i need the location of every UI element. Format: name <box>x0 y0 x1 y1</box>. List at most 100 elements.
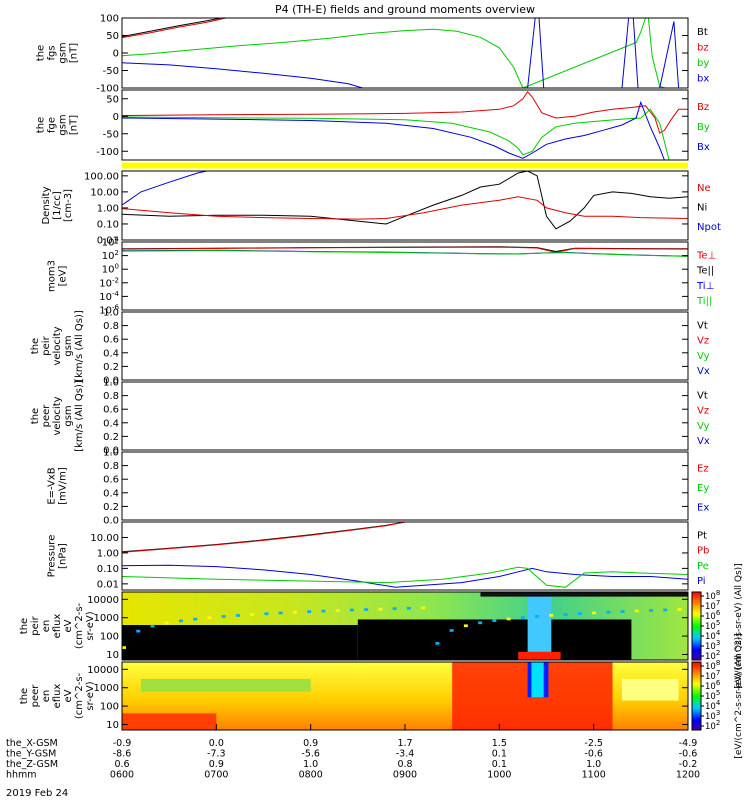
y-tick-label: 0.01 <box>97 236 119 247</box>
panel-frame <box>121 89 689 161</box>
y-tick-label: 0.4 <box>103 418 119 429</box>
y-axis-label: gsm <box>58 114 69 135</box>
ephemeris-value: -0.9 <box>113 738 132 749</box>
ephemeris-value: 0.9 <box>209 759 224 770</box>
legend-Pe: Pe <box>697 561 709 572</box>
ephemeris-value: 0.6 <box>114 759 129 770</box>
y-tick-label: 100 <box>102 263 119 276</box>
y-axis-label: mom3 <box>47 260 58 292</box>
y-axis-label: [km/s (All Qs)] <box>74 310 85 382</box>
ephemeris-value: 1000 <box>487 770 511 781</box>
legend-Bx: Bx <box>697 142 710 153</box>
y-axis-label: peir <box>41 335 52 355</box>
heatmap-top-gap <box>480 592 688 597</box>
heatmap-low-energy <box>518 651 561 660</box>
time-axis: the_X-GSM -0.9 0.0 0.9 1.7 1.5 -2.5 -4.9 the_Y-G… <box>6 724 700 781</box>
ephemeris-value: -0.6 <box>584 749 603 760</box>
y-tick-label: 10.00 <box>90 187 119 198</box>
series-group <box>122 522 688 588</box>
y-axis-label: the <box>30 408 41 424</box>
panel-density: 100.00 10.00 1.00 0.10 0.01 Density [1/cc] [cm-… <box>41 170 721 247</box>
y-tick-label: 50 <box>106 31 119 42</box>
heatmap-cell <box>150 624 155 628</box>
series-line-Ti|| <box>122 250 688 257</box>
y-tick-label: 0.4 <box>103 488 119 499</box>
y-axis-label: sr-eV) <box>85 611 96 640</box>
heatmap-cell <box>449 629 454 632</box>
y-tick-label: 1.00 <box>97 203 119 214</box>
heatmap-cell <box>235 614 240 617</box>
ephemeris-value: -7.3 <box>207 749 226 760</box>
heatmap-cell <box>136 629 141 633</box>
series-group <box>122 18 680 88</box>
series-line-bz <box>122 18 226 39</box>
y-axis-label: fge <box>47 117 58 133</box>
heatmap-mid-band <box>140 678 311 692</box>
series-line-Bz <box>122 90 688 134</box>
panel-peer-en: 10000 1000 100 10 the peer en eflux eV (cm^2-s-sr… <box>19 661 689 731</box>
series-line-by <box>122 18 666 88</box>
ephemeris-value: 0800 <box>299 770 323 781</box>
heatmap-cell <box>335 609 340 612</box>
panel-frame <box>121 241 689 311</box>
series-line-Ne <box>122 196 688 220</box>
y-tick-label: 0.8 <box>103 391 119 402</box>
y-axis-label: [1/cc] <box>52 191 63 220</box>
series-group <box>122 246 688 257</box>
y-tick-label: 10000 <box>87 595 119 606</box>
ephemeris-value: -5.6 <box>301 749 320 760</box>
legend-bx: bx <box>697 74 709 85</box>
series-line-Ti⊥ <box>122 249 688 257</box>
y-tick-label: 1000 <box>94 683 119 694</box>
ephemeris-value: 1.0 <box>303 759 318 770</box>
legend-Ni: Ni <box>697 203 707 214</box>
legend-Ti||: Ti|| <box>696 296 712 307</box>
y-tick-label: -50 <box>103 66 119 77</box>
legend-Bt: Bt <box>697 27 708 38</box>
heatmap-cell <box>563 613 568 616</box>
panel-frame <box>121 381 689 451</box>
ephemeris-value: -2.5 <box>584 738 603 749</box>
heatmap-cell <box>677 608 682 611</box>
y-tick-label: 0.2 <box>103 362 119 373</box>
series-line-Pb <box>122 522 406 553</box>
y-axis-label: en <box>41 690 52 703</box>
heatmap-cell <box>463 624 468 628</box>
y-axis-label: [eV] <box>58 266 69 287</box>
heatmap-peer-en <box>122 662 688 730</box>
panel-pressure: 10.00 1.00 0.10 0.01 Pressure [nPa] Pt Pb Pe Pi <box>47 521 709 591</box>
y-tick-label: 50 <box>106 94 119 105</box>
heatmap-cell <box>520 616 525 619</box>
y-axis-label: eV <box>63 689 74 702</box>
legend-Te||: Te|| <box>696 266 714 277</box>
y-tick-label: 104 <box>102 236 120 249</box>
plot-title: P4 (TH-E) fields and ground moments over… <box>275 3 535 16</box>
y-axis-label: the <box>36 117 47 133</box>
panel-frame <box>121 17 689 89</box>
y-axis-label: gsm <box>63 405 74 426</box>
y-tick-label: 102 <box>102 249 119 262</box>
y-tick-label: 100.00 <box>84 171 119 182</box>
y-tick-label: 0.6 <box>103 405 119 416</box>
heatmap-cell <box>193 617 198 621</box>
legend-Vt: Vt <box>697 391 708 402</box>
ephemeris-label: the_Y-GSM <box>6 749 56 760</box>
heatmap-cell <box>207 616 212 620</box>
y-tick-label: -100 <box>96 84 119 95</box>
y-tick-label: 10-2 <box>99 276 119 289</box>
ephemeris-value: 1200 <box>676 770 700 781</box>
y-tick-label: 0.6 <box>103 475 119 486</box>
ephemeris-value: 1.0 <box>586 759 601 770</box>
y-tick-label: 0.01 <box>97 579 119 590</box>
heatmap-cell <box>549 614 554 617</box>
heatmap-cell <box>506 617 511 621</box>
y-tick-label: 100 <box>100 702 119 713</box>
y-tick-label: 0.4 <box>103 348 119 359</box>
y-axis-label: [nT] <box>69 115 80 135</box>
y-axis-label: [mV/m] <box>58 467 69 505</box>
heatmap-column-core <box>531 662 544 698</box>
y-axis-label: E=-VxB <box>47 467 58 504</box>
